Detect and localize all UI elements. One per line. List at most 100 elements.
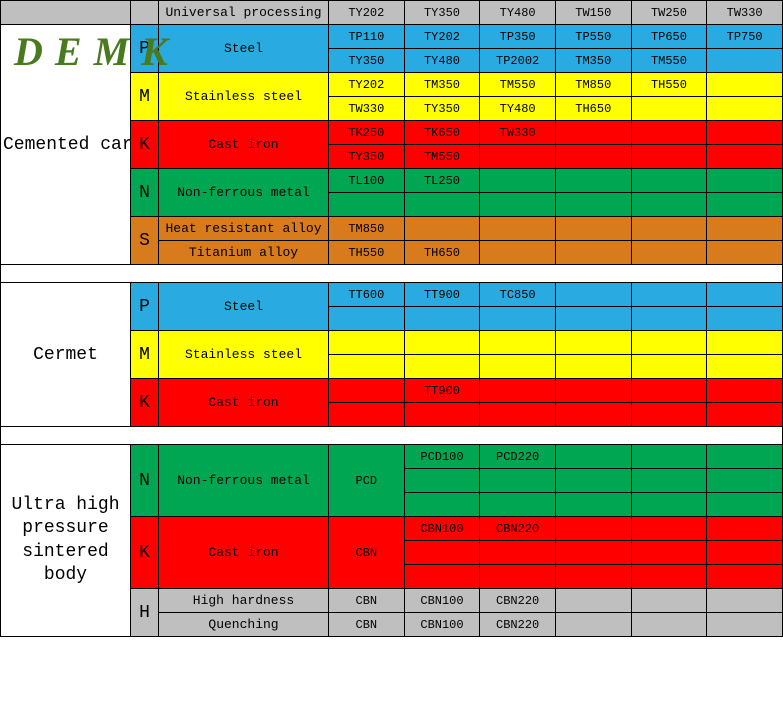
grade-value (707, 565, 783, 589)
grade-value: TT600 (329, 283, 405, 307)
universal-processing-header: Universal processing (159, 1, 329, 25)
section-title: Cemented carbide (1, 25, 131, 265)
grade-value: TM850 (329, 217, 405, 241)
grade-value (707, 493, 783, 517)
grade-value (555, 331, 631, 355)
grade-value (480, 403, 556, 427)
section-title: Ultra high pressure sintered body (1, 445, 131, 637)
iso-code: K (131, 517, 159, 589)
grade-value (480, 493, 556, 517)
grade-value (707, 541, 783, 565)
grade-value: CBN100 (404, 517, 480, 541)
grade-value (480, 241, 556, 265)
grade-value (707, 331, 783, 355)
material-name: Stainless steel (159, 331, 329, 379)
grade-value (555, 613, 631, 637)
grade-value (707, 241, 783, 265)
grade-value (631, 193, 707, 217)
material-name: Cast iron (159, 379, 329, 427)
iso-code: M (131, 73, 159, 121)
grade-value (631, 613, 707, 637)
grade-value (631, 493, 707, 517)
grade-value (404, 217, 480, 241)
grade-value (631, 541, 707, 565)
grade-value (404, 331, 480, 355)
col-header: TW330 (707, 1, 783, 25)
section-gap (1, 265, 783, 283)
grade-value (329, 307, 405, 331)
material-name: Titanium alloy (159, 241, 329, 265)
iso-code: S (131, 217, 159, 265)
grade-value: TK650 (404, 121, 480, 145)
grade-value (555, 445, 631, 469)
grade-value (404, 193, 480, 217)
extra-col: CBN (329, 589, 405, 613)
grade-value (631, 589, 707, 613)
grade-value: TW330 (480, 121, 556, 145)
iso-code: N (131, 169, 159, 217)
grade-value (480, 193, 556, 217)
grade-value (555, 565, 631, 589)
grade-value (404, 403, 480, 427)
grade-value (707, 217, 783, 241)
grade-value (631, 403, 707, 427)
material-name: Cast iron (159, 121, 329, 169)
material-name: Stainless steel (159, 73, 329, 121)
grade-value: TY350 (329, 49, 405, 73)
grade-value (631, 169, 707, 193)
grade-value: TT900 (404, 283, 480, 307)
grade-value (555, 469, 631, 493)
grade-value (404, 355, 480, 379)
material-name: Non-ferrous metal (159, 169, 329, 217)
grade-value (555, 403, 631, 427)
material-name: Cast iron (159, 517, 329, 589)
material-grade-table: Universal processingTY202TY350TY480TW150… (0, 0, 783, 637)
grade-value (707, 121, 783, 145)
grade-value (480, 469, 556, 493)
grade-value: TL100 (329, 169, 405, 193)
grade-value (631, 517, 707, 541)
grade-value (480, 145, 556, 169)
material-name: Steel (159, 25, 329, 73)
grade-value: CBN100 (404, 613, 480, 637)
grade-value (707, 73, 783, 97)
grade-value (707, 193, 783, 217)
iso-code: K (131, 379, 159, 427)
iso-code: P (131, 25, 159, 73)
grade-value (707, 307, 783, 331)
grade-value (631, 355, 707, 379)
grade-value (707, 403, 783, 427)
grade-value: TM550 (404, 145, 480, 169)
grade-value (555, 307, 631, 331)
grade-value (631, 145, 707, 169)
col-header: TW150 (555, 1, 631, 25)
grade-value: TM550 (480, 73, 556, 97)
grade-value: TY350 (404, 97, 480, 121)
grade-value (404, 493, 480, 517)
grade-value (329, 379, 405, 403)
grade-value (631, 283, 707, 307)
grade-value (707, 469, 783, 493)
grade-value (404, 307, 480, 331)
grade-value: TH650 (555, 97, 631, 121)
grade-value: TC850 (480, 283, 556, 307)
iso-code: K (131, 121, 159, 169)
grade-value (555, 241, 631, 265)
grade-value: TY480 (480, 97, 556, 121)
grade-value (480, 541, 556, 565)
material-name: High hardness (159, 589, 329, 613)
grade-value (480, 169, 556, 193)
grade-value: TW330 (329, 97, 405, 121)
grade-value: TP550 (555, 25, 631, 49)
grade-value (555, 193, 631, 217)
grade-value: CBN220 (480, 589, 556, 613)
material-name: Heat resistant alloy (159, 217, 329, 241)
grade-value (329, 403, 405, 427)
grade-value (555, 145, 631, 169)
grade-value (555, 517, 631, 541)
iso-code: M (131, 331, 159, 379)
grade-value: TP2002 (480, 49, 556, 73)
grade-value: TY480 (404, 49, 480, 73)
grade-value: TK250 (329, 121, 405, 145)
grade-value: TY202 (329, 73, 405, 97)
